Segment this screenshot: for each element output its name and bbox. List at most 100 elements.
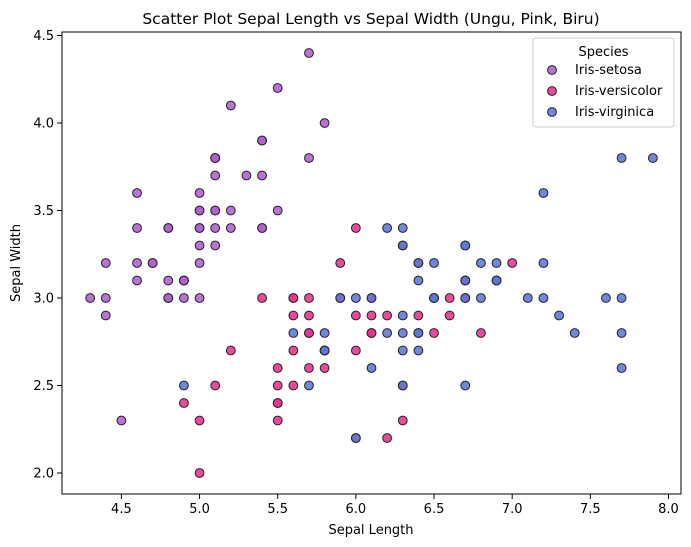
data-point-iris-setosa-18 <box>304 153 314 163</box>
data-point-iris-virginica-26 <box>382 328 393 338</box>
data-point-iris-virginica-43 <box>476 258 486 268</box>
data-point-iris-virginica-11 <box>413 345 424 356</box>
data-point-iris-setosa-30 <box>163 275 174 286</box>
legend-box <box>532 37 675 128</box>
data-point-iris-virginica-6 <box>179 380 189 391</box>
data-point-iris-virginica-10 <box>429 258 439 268</box>
legend-marker-iris-setosa <box>547 65 557 75</box>
data-point-iris-virginica-40 <box>460 275 471 286</box>
data-point-iris-setosa-45 <box>163 293 174 303</box>
data-points-layer <box>85 48 658 478</box>
x-tick-label: 7.0 <box>502 502 523 517</box>
data-point-iris-virginica-32 <box>413 328 424 338</box>
data-point-iris-setosa-42 <box>100 258 111 268</box>
data-point-iris-setosa-31 <box>257 223 267 233</box>
data-point-iris-setosa-29 <box>147 258 158 268</box>
data-point-iris-setosa-1 <box>179 293 189 303</box>
data-point-iris-virginica-49 <box>335 293 346 303</box>
data-point-iris-versicolor-25 <box>444 293 455 303</box>
x-axis-title: Sepal Length <box>328 523 413 538</box>
data-point-iris-setosa-3 <box>132 275 142 286</box>
data-point-iris-versicolor-46 <box>304 310 314 321</box>
y-tick-label: 4.5 <box>33 29 54 44</box>
data-point-iris-versicolor-31 <box>272 398 283 408</box>
data-point-iris-setosa-27 <box>225 205 236 216</box>
data-point-iris-virginica-37 <box>413 275 424 286</box>
data-point-iris-versicolor-24 <box>413 310 424 321</box>
data-point-iris-virginica-5 <box>601 293 611 303</box>
plot-frame <box>61 31 682 495</box>
data-point-iris-setosa-16 <box>257 135 267 146</box>
data-point-iris-setosa-25 <box>194 293 205 303</box>
legend-label-iris-virginica: Iris-virginica <box>575 105 654 120</box>
data-point-iris-versicolor-38 <box>288 293 299 303</box>
data-point-iris-setosa-17 <box>210 205 221 216</box>
data-point-iris-virginica-48 <box>382 223 393 233</box>
data-point-iris-virginica-45 <box>460 293 471 303</box>
data-point-iris-setosa-15 <box>304 48 314 58</box>
data-point-iris-versicolor-19 <box>288 380 299 391</box>
data-point-iris-virginica-2 <box>522 293 533 303</box>
y-axis-title: Sepal Width <box>9 224 24 302</box>
data-point-iris-versicolor-8 <box>444 310 455 321</box>
data-point-iris-versicolor-44 <box>288 345 299 356</box>
data-point-iris-virginica-47 <box>429 293 439 303</box>
data-point-iris-versicolor-28 <box>350 310 361 321</box>
data-point-iris-virginica-9 <box>538 188 549 198</box>
data-point-iris-setosa-41 <box>116 415 127 426</box>
data-point-iris-virginica-46 <box>397 380 408 391</box>
legend-marker-iris-virginica <box>547 107 557 117</box>
data-point-iris-virginica-31 <box>647 153 658 163</box>
data-point-iris-setosa-39 <box>210 223 221 233</box>
data-point-iris-versicolor-47 <box>382 310 393 321</box>
data-point-iris-virginica-0 <box>397 240 408 251</box>
data-point-iris-virginica-13 <box>304 380 314 391</box>
data-point-iris-versicolor-4 <box>429 328 439 338</box>
data-point-iris-versicolor-45 <box>304 293 314 303</box>
data-point-iris-virginica-34 <box>366 363 377 373</box>
y-axis: 2.0 2.5 3.0 3.5 4.0 4.5 <box>33 29 62 482</box>
x-tick-label: 6.5 <box>424 502 445 517</box>
data-point-iris-setosa-26 <box>194 223 205 233</box>
data-point-iris-versicolor-0 <box>507 258 518 268</box>
data-point-iris-virginica-41 <box>491 275 502 286</box>
data-point-iris-virginica-35 <box>616 293 627 303</box>
data-point-iris-virginica-44 <box>460 240 471 251</box>
data-point-iris-setosa-4 <box>194 188 205 198</box>
x-tick-label: 6.0 <box>346 502 367 517</box>
data-point-iris-setosa-23 <box>210 240 221 251</box>
data-point-iris-versicolor-42 <box>319 363 330 373</box>
x-tick-label: 5.5 <box>267 502 288 517</box>
data-point-iris-versicolor-49 <box>304 328 314 338</box>
data-point-iris-virginica-8 <box>460 380 471 391</box>
data-point-iris-versicolor-33 <box>350 345 361 356</box>
data-point-iris-versicolor-10 <box>194 468 205 478</box>
y-tick-label: 4.0 <box>33 117 54 132</box>
data-point-iris-virginica-29 <box>538 293 549 303</box>
data-point-iris-virginica-38 <box>350 293 361 303</box>
y-tick-label: 3.5 <box>33 204 54 219</box>
data-point-iris-virginica-3 <box>397 310 408 321</box>
data-point-iris-setosa-36 <box>272 205 283 216</box>
data-point-iris-versicolor-14 <box>288 310 299 321</box>
data-point-iris-versicolor-43 <box>194 415 205 426</box>
legend-label-iris-setosa: Iris-setosa <box>575 63 642 78</box>
data-point-iris-virginica-15 <box>413 258 424 268</box>
data-point-iris-setosa-13 <box>85 293 96 303</box>
data-point-iris-virginica-23 <box>397 345 408 356</box>
data-point-iris-setosa-37 <box>179 275 189 286</box>
data-point-iris-setosa-38 <box>100 293 111 303</box>
x-axis: 4.5 5.0 5.5 6.0 6.5 7.0 7.5 8.0 <box>111 494 679 517</box>
legend-title: Species <box>578 45 628 60</box>
data-point-iris-setosa-33 <box>272 83 283 93</box>
data-point-iris-virginica-7 <box>554 310 564 321</box>
data-point-iris-virginica-18 <box>616 363 627 373</box>
data-point-iris-virginica-27 <box>366 293 377 303</box>
data-point-iris-virginica-14 <box>319 328 330 338</box>
data-point-iris-setosa-21 <box>210 170 221 181</box>
data-point-iris-versicolor-3 <box>272 415 283 426</box>
data-point-iris-versicolor-9 <box>225 345 236 356</box>
legend-marker-iris-versicolor <box>547 86 557 96</box>
data-point-iris-setosa-6 <box>132 223 142 233</box>
